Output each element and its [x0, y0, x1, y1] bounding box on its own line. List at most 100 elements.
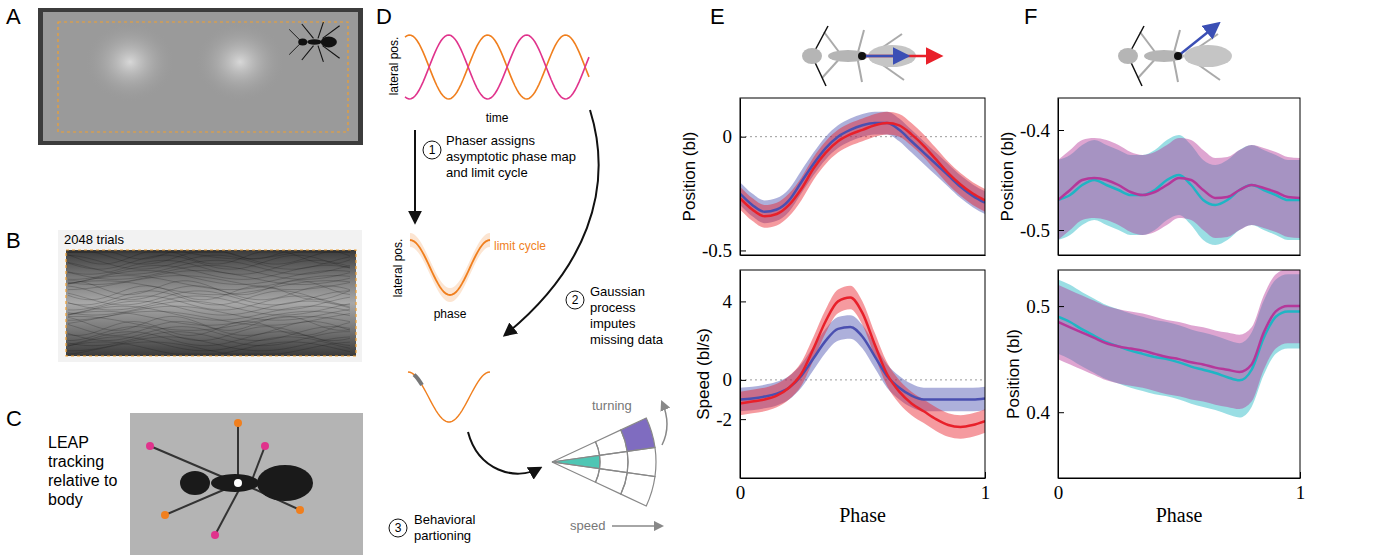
ant-leg — [302, 46, 314, 60]
tick: 0 — [723, 126, 747, 147]
axis-title: Phase — [1156, 504, 1203, 526]
y-axis: 0.40.5 — [1026, 271, 1064, 479]
limit-cycle-band — [410, 233, 490, 302]
tick-label: 1 — [981, 482, 991, 503]
icon-gaster — [1184, 45, 1232, 67]
track-line — [68, 342, 350, 354]
image-caption: 2048 trials — [64, 232, 124, 247]
tick-mark — [740, 472, 741, 478]
series-line — [1058, 178, 1300, 200]
icon-head — [1118, 48, 1138, 64]
tick-label: 1 — [1296, 482, 1306, 503]
chart: -0.5 0 Position (bl) — [680, 98, 986, 261]
axis-line — [740, 99, 741, 256]
arena-photo — [38, 8, 363, 145]
chart: -0.5-0.4Position (bl) — [998, 98, 1301, 256]
tick-mark — [1058, 306, 1064, 307]
text-line: relative to — [48, 472, 117, 489]
tick-label: 0 — [723, 126, 733, 147]
ant-leg — [323, 26, 340, 39]
tick: 1 — [981, 472, 991, 503]
axis-line — [741, 478, 986, 479]
ant-leg — [215, 488, 240, 535]
ant-leg — [302, 24, 314, 38]
axis-title: lateral pos. — [387, 37, 401, 96]
ant-silhouette — [289, 22, 339, 62]
tracked-point — [234, 419, 242, 427]
plot-area — [740, 112, 985, 228]
axis-title: Speed (bl/s) — [694, 328, 713, 420]
panel-letter: C — [6, 406, 22, 431]
series-line — [740, 123, 985, 212]
panel-a — [38, 8, 363, 145]
tick-mark — [1300, 472, 1301, 478]
axis-title: time — [486, 111, 509, 125]
plot-area — [740, 286, 985, 439]
tick: -0.5 — [702, 240, 746, 261]
track-line — [68, 252, 350, 259]
tick: 0 — [1054, 472, 1064, 503]
tick: 0.4 — [1026, 402, 1064, 423]
track-line — [68, 252, 350, 264]
arena-boundary — [66, 250, 356, 356]
tick-mark — [1058, 472, 1059, 478]
text-line: LEAP — [48, 434, 89, 451]
reference-line — [740, 379, 985, 380]
tracked-point — [161, 511, 169, 519]
body-center — [234, 479, 242, 487]
tick-mark — [740, 137, 746, 138]
arena-floor — [43, 12, 358, 141]
text-line: Phaser assigns — [446, 133, 535, 148]
text-line: imputes — [590, 316, 636, 331]
imputed-trace — [408, 372, 490, 422]
icon-center — [858, 52, 866, 60]
tick: 4 — [723, 291, 747, 312]
ant-photo — [130, 413, 363, 555]
tick-mark — [1058, 130, 1064, 131]
limit-cycle — [410, 240, 490, 295]
tick: 1 — [1296, 472, 1306, 503]
track-line — [68, 286, 350, 300]
tick-mark — [740, 301, 746, 302]
track-line — [68, 276, 350, 290]
panel-letter: F — [1024, 4, 1037, 29]
axis-title: lateral pos. — [391, 239, 405, 298]
arena-boundary — [58, 22, 348, 132]
tick-mark — [1058, 412, 1064, 413]
icon-head — [802, 48, 822, 64]
step-number: 2 — [572, 293, 579, 307]
axis-line — [1059, 255, 1301, 256]
axis-title: Position (bl) — [680, 132, 699, 222]
fan-label: speed — [570, 518, 605, 533]
x-axis: 01 — [736, 472, 991, 503]
imputed-segment — [414, 375, 422, 385]
tick: 0 — [736, 472, 746, 503]
fan-arrow — [662, 402, 667, 445]
ant-head — [180, 471, 210, 495]
step-badge — [389, 519, 407, 537]
track-line — [68, 281, 350, 295]
tick-label: -0.5 — [1020, 220, 1050, 241]
icon-center — [1174, 52, 1182, 60]
text-line: body — [48, 491, 83, 508]
tick-label: 0 — [1054, 482, 1064, 503]
axis-title: Phase — [839, 504, 886, 526]
error-band — [1058, 135, 1300, 245]
step-text: Phaser assignsasymptotic phase mapand li… — [446, 133, 576, 180]
tick: -0.5 — [1020, 220, 1064, 241]
panel-letter: A — [6, 4, 21, 29]
light-spot — [195, 22, 285, 102]
track-line — [68, 316, 350, 330]
x-axis: 01 — [1054, 472, 1306, 503]
tracked-point — [211, 531, 219, 539]
text-line: Behavioral — [414, 512, 476, 527]
text-line: missing data — [590, 332, 664, 347]
plot-frame — [1058, 270, 1300, 478]
panel-letter: E — [710, 4, 725, 29]
track-line — [68, 301, 350, 315]
track-line — [68, 252, 350, 264]
ant-icon — [1118, 24, 1232, 86]
track-line — [68, 337, 350, 351]
partition-cell — [621, 473, 655, 506]
track-line — [68, 296, 350, 310]
